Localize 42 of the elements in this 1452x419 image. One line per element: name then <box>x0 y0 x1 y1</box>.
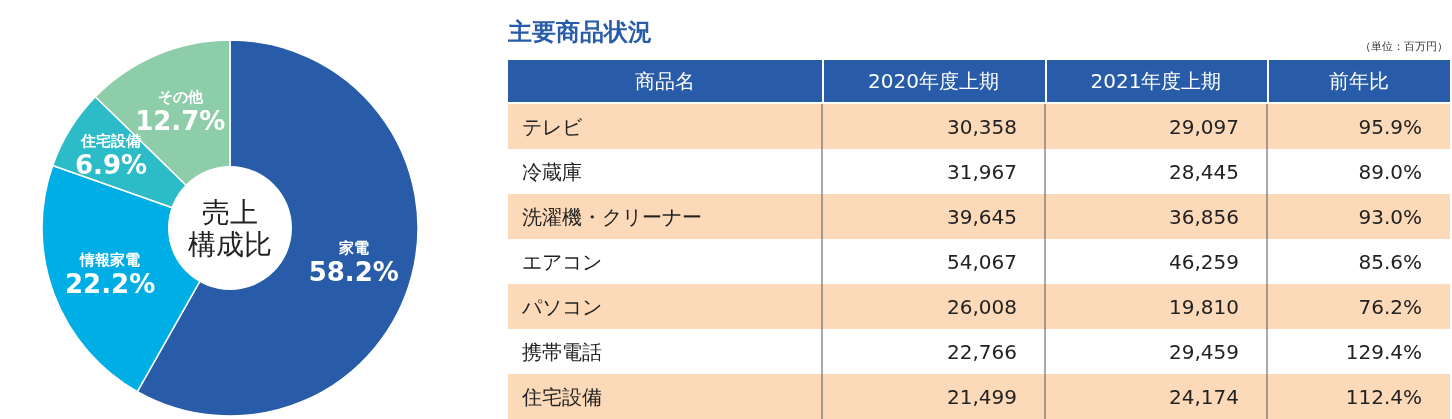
text: 29,097 <box>1169 114 1239 139</box>
text: 29,459 <box>1169 339 1239 364</box>
category-label: 2020年度上期 <box>868 69 999 93</box>
text: 26,008 <box>947 294 1017 319</box>
category-label: テレビ <box>522 114 582 139</box>
text: 19,810 <box>1169 294 1239 319</box>
slice-label: その他 <box>157 88 204 107</box>
text: 93.0% <box>1358 204 1422 229</box>
category-label: 冷蔵庫 <box>522 159 582 184</box>
text: （単位：百万円） <box>1360 40 1448 53</box>
category-label: 洗濯機・クリーナー <box>522 204 702 229</box>
text: 28,445 <box>1169 159 1239 184</box>
category-label: パソコン <box>522 294 602 319</box>
text: 主要商品状況 <box>507 18 652 46</box>
text: 112.4% <box>1345 384 1422 409</box>
slice-label: 情報家電 <box>79 250 141 269</box>
slice-label: 家電 <box>337 238 369 257</box>
text: 21,499 <box>947 384 1017 409</box>
text: 54,067 <box>947 249 1017 274</box>
category-label: 商品名 <box>635 69 695 93</box>
text: 89.0% <box>1358 159 1422 184</box>
text: 24,174 <box>1169 384 1239 409</box>
text: 85.6% <box>1358 249 1422 274</box>
data-label: 22.2% <box>65 268 156 299</box>
category-label: 携帯電話 <box>522 339 602 364</box>
category-label: 住宅設備 <box>522 384 602 409</box>
text: 構成比 <box>188 228 272 261</box>
text: 76.2% <box>1358 294 1422 319</box>
text: 売上 <box>202 196 258 229</box>
data-label: 6.9% <box>75 150 148 181</box>
data-label: 58.2% <box>308 256 399 287</box>
category-label: 2021年度上期 <box>1090 69 1222 93</box>
category-label: 前年比 <box>1328 69 1389 93</box>
text: 46,259 <box>1169 249 1239 274</box>
category-label: エアコン <box>522 249 602 274</box>
text: 30,358 <box>947 114 1017 139</box>
text: 31,967 <box>947 159 1017 184</box>
text: 39,645 <box>947 204 1017 229</box>
text: 36,856 <box>1169 204 1239 229</box>
text: 95.9% <box>1358 114 1422 139</box>
text: 22,766 <box>947 339 1017 364</box>
text: 129.4% <box>1345 339 1422 364</box>
